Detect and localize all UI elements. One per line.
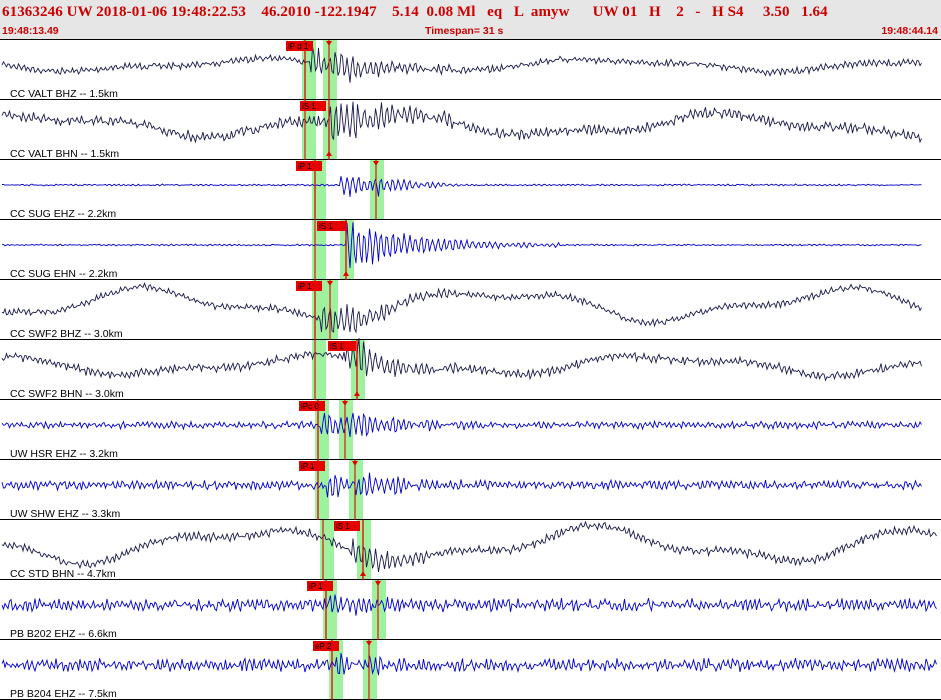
waveform	[1, 101, 922, 144]
station-label: CC VALT BHN -- 1.5km	[10, 148, 119, 160]
s-pick-marker	[366, 641, 372, 646]
p-pick-flag[interactable]	[307, 581, 333, 591]
s-pick-marker	[327, 281, 333, 286]
station-label: PB B202 EHZ -- 6.6km	[10, 628, 117, 640]
s-pick-label: iS 1	[319, 222, 333, 231]
s-pick-marker	[352, 461, 358, 466]
s-pick-label: iS 1	[330, 342, 344, 351]
station-label: UW SHW EHZ -- 3.3km	[10, 508, 120, 520]
station-label: CC SUG EHN -- 2.2km	[10, 268, 118, 280]
s-pick-marker	[326, 151, 332, 156]
p-pick-flag[interactable]	[296, 161, 322, 171]
s-window-band	[323, 40, 337, 100]
s-pick-label: iS 1	[302, 102, 316, 111]
s-window-band	[357, 520, 371, 580]
waveform	[1, 282, 922, 334]
s-pick-marker	[360, 571, 366, 576]
waveform	[1, 46, 922, 83]
s-pick-flag[interactable]	[317, 221, 347, 231]
seismogram-panel[interactable]: iP d 1 CC VALT BHZ -- 1.5km iS 1 CC VALT BH…	[0, 40, 941, 700]
timespan-label: Timespan= 31 s	[425, 25, 504, 37]
trace-row[interactable]: iS 1 CC VALT BHN -- 1.5km	[0, 100, 941, 160]
s-window-band	[363, 640, 377, 700]
trace-row[interactable]: iP 1 UW SHW EHZ -- 3.3km	[0, 460, 941, 520]
s-pick-flag[interactable]	[328, 341, 356, 351]
trace-row[interactable]: iP 1 PB B202 EHZ -- 6.6km	[0, 580, 941, 640]
s-pick-flag[interactable]	[300, 101, 326, 111]
station-label: CC SUG EHZ -- 2.2km	[10, 208, 116, 220]
s-window-band	[372, 580, 386, 640]
waveform	[1, 472, 922, 498]
p-pick-label: iP d 1	[288, 42, 309, 51]
trace-row[interactable]: iP 1 CC SUG EHZ -- 2.2km	[0, 160, 941, 220]
s-window-band	[349, 460, 363, 520]
s-window-band	[323, 100, 337, 160]
station-label: PB B204 EHZ -- 7.5km	[10, 688, 117, 700]
s-window-band	[339, 400, 353, 460]
s-pick-label: iS 1	[336, 522, 350, 531]
trace-row[interactable]: iS 1 CC SWF2 BHN -- 3.0km	[0, 337, 941, 400]
p-pick-flag[interactable]	[299, 461, 325, 471]
trace-row[interactable]: iP 1 CC SWF2 BHZ -- 3.0km	[0, 280, 941, 340]
station-label: UW HSR EHZ -- 3.2km	[10, 448, 118, 460]
waveform	[1, 222, 922, 269]
p-pick-label: iP 1	[298, 282, 312, 291]
p-pick-label: iP 1	[298, 162, 312, 171]
p-pick-label: iPc 0	[301, 402, 319, 411]
station-label: CC VALT BHZ -- 1.5km	[10, 88, 118, 100]
p-window-band	[320, 520, 334, 580]
p-pick-label: iP 1	[301, 462, 315, 471]
p-pick-flag[interactable]	[296, 281, 322, 291]
station-label: CC SWF2 BHN -- 3.0km	[10, 388, 124, 400]
p-pick-label: iP 1	[309, 582, 323, 591]
s-pick-marker	[326, 41, 332, 46]
end-time-label: 19:48:44.14	[881, 25, 938, 37]
trace-row[interactable]: iP d 1 CC VALT BHZ -- 1.5km	[0, 40, 941, 100]
waveform	[1, 520, 937, 573]
waveform	[1, 176, 922, 197]
trace-row[interactable]: iPc 0 UW HSR EHZ -- 3.2km	[0, 400, 941, 460]
p-pick-label: eP 2	[315, 642, 332, 651]
p-pick-flag[interactable]	[286, 41, 313, 51]
s-pick-marker	[375, 581, 381, 586]
s-pick-marker	[343, 271, 349, 276]
event-header: 61363246 UW 2018-01-06 19:48:22.53 46.20…	[0, 0, 941, 40]
waveform	[1, 653, 937, 676]
start-time-label: 19:48:13.49	[2, 25, 59, 37]
event-summary-title: 61363246 UW 2018-01-06 19:48:22.53 46.20…	[2, 4, 828, 20]
s-pick-flag[interactable]	[334, 521, 360, 531]
s-window-band	[370, 160, 384, 220]
p-pick-flag[interactable]	[299, 401, 325, 411]
trace-row[interactable]: eP 2 PB B204 EHZ -- 7.5km	[0, 640, 941, 700]
waveform	[1, 594, 937, 616]
s-pick-marker	[373, 161, 379, 166]
p-pick-flag[interactable]	[313, 641, 339, 651]
station-label: CC STD BHN -- 4.7km	[10, 568, 116, 580]
trace-row[interactable]: iS 1 CC STD BHN -- 4.7km	[0, 520, 941, 580]
station-label: CC SWF2 BHZ -- 3.0km	[10, 328, 123, 340]
trace-row[interactable]: iS 1 CC SUG EHN -- 2.2km	[0, 220, 941, 280]
s-pick-marker	[342, 401, 348, 406]
waveform	[1, 337, 922, 382]
p-window-band	[312, 340, 326, 400]
waveform	[1, 412, 922, 437]
s-pick-marker	[354, 391, 360, 396]
